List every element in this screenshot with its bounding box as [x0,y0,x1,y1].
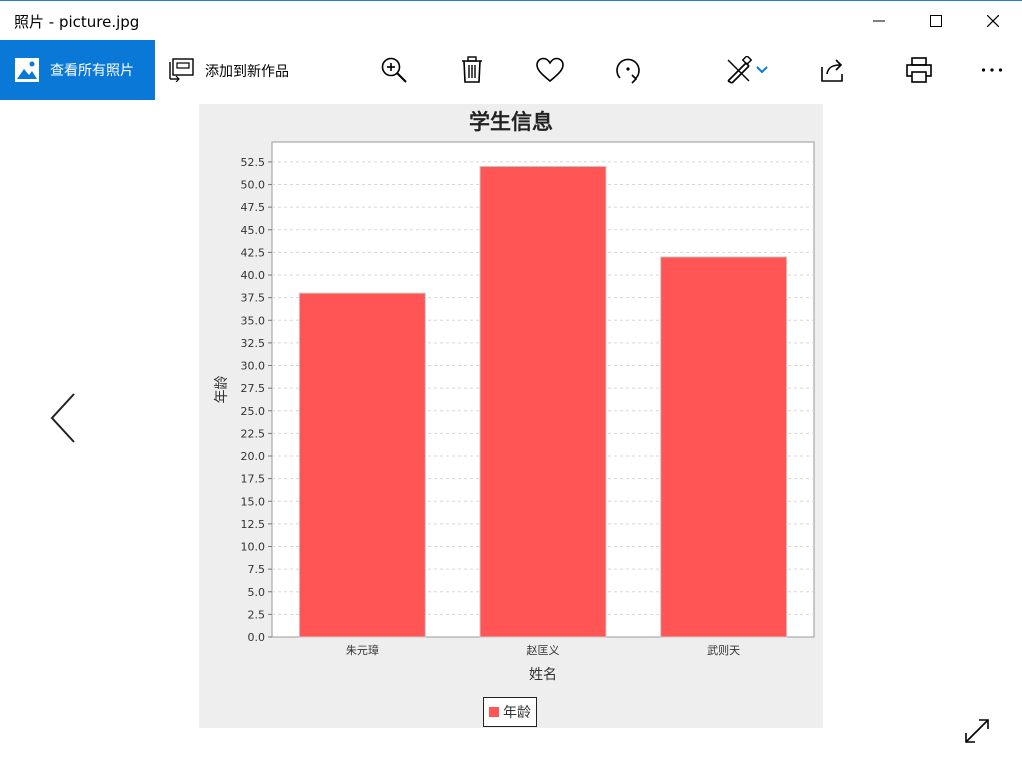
more-button[interactable] [976,54,1008,86]
y-tick-label: 12.5 [241,518,266,531]
y-tick-label: 15.0 [241,495,266,508]
y-tick-label: 40.0 [241,269,266,282]
chevron-left-icon [50,393,75,443]
x-tick-label: 朱元璋 [346,643,379,657]
y-tick-label: 2.5 [248,608,266,621]
close-icon [987,15,999,27]
share-button[interactable] [818,54,850,86]
y-tick-label: 22.5 [241,427,266,440]
y-tick-label: 10.0 [241,541,266,554]
bar [298,292,426,638]
toolbar: 查看所有照片 添加到新作品 [0,40,1022,100]
y-tick-label: 7.5 [248,563,266,576]
favorite-button[interactable] [534,54,566,86]
zoom-in-button[interactable] [378,54,410,86]
title-bar: 照片 - picture.jpg [0,0,1022,40]
view-all-photos-label: 查看所有照片 [50,63,134,79]
heart-icon [536,57,564,83]
photos-icon [14,57,40,87]
minimize-button[interactable] [856,1,902,41]
y-tick-label: 50.0 [241,179,266,192]
x-tick-label: 赵匡义 [527,643,560,657]
rotate-icon [616,58,640,84]
delete-button[interactable] [456,54,488,86]
edit-button[interactable] [723,54,755,86]
zoom-in-icon [381,57,407,83]
y-tick-label: 0.0 [248,631,266,644]
edit-icon [727,56,753,84]
x-axis-label: 姓名 [529,667,557,683]
y-tick-label: 30.0 [241,360,266,373]
y-axis-label: 年龄 [214,376,230,404]
y-tick-label: 37.5 [241,292,266,305]
delete-icon [462,56,482,83]
previous-photo-button[interactable] [40,390,84,446]
edit-dropdown-button[interactable] [752,54,772,86]
chevron-down-icon [756,66,768,74]
photo-viewer: 学生信息 0.0 2.5 5.0 7.5 10.0 12.5 15.0 17.5 20.0 22.… [0,100,1022,773]
bar [660,256,788,638]
y-tick-label: 47.5 [241,201,266,214]
expand-icon [965,719,989,743]
x-tick-label: 武则天 [707,644,740,657]
y-tick-label: 25.0 [241,405,266,418]
maximize-icon [930,15,942,27]
print-button[interactable] [903,54,935,86]
y-tick-label: 42.5 [241,246,266,259]
y-tick-label: 17.5 [241,473,266,486]
more-icon [981,68,1003,72]
bar [479,165,607,638]
legend-swatch [489,707,499,717]
chart-title: 学生信息 [469,109,553,134]
rotate-button[interactable] [612,54,644,86]
photo-image: 学生信息 0.0 2.5 5.0 7.5 10.0 12.5 15.0 17.5 20.0 22.… [199,104,823,728]
y-tick-label: 27.5 [241,382,266,395]
minimize-icon [873,20,885,22]
chart-legend: 年龄 [483,697,537,727]
close-button[interactable] [970,1,1016,41]
print-icon [906,57,932,83]
legend-label: 年龄 [503,705,531,721]
y-tick-label: 52.5 [241,156,266,169]
share-icon [821,59,843,82]
y-tick-label: 20.0 [241,450,266,463]
add-to-creation-label: 添加到新作品 [205,64,289,80]
y-tick-label: 45.0 [241,224,266,237]
view-all-photos-button[interactable]: 查看所有照片 [0,40,155,100]
window-title: 照片 - picture.jpg [14,13,140,31]
fullscreen-button[interactable] [962,716,992,746]
bar-chart: 0.0 2.5 5.0 7.5 10.0 12.5 15.0 17.5 20.0 22.5 25.0… [214,141,815,683]
add-creation-icon [169,58,197,86]
y-tick-label: 35.0 [241,314,266,327]
maximize-button[interactable] [913,1,959,41]
add-to-creation-button[interactable]: 添加到新作品 [165,40,315,100]
y-tick-label: 32.5 [241,337,266,350]
y-tick-label: 5.0 [248,586,266,599]
